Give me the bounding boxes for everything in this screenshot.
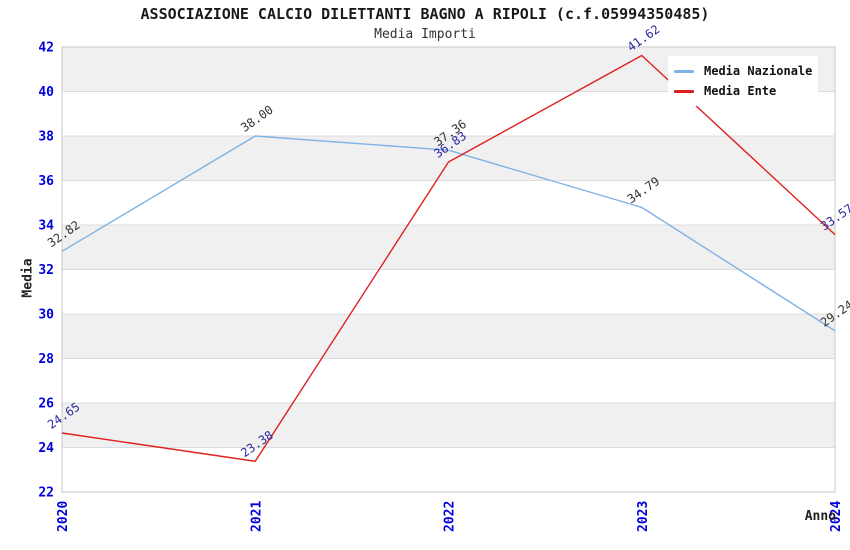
grid-band (62, 358, 835, 403)
y-tick-label: 42 (38, 41, 54, 56)
y-tick-label: 32 (38, 263, 54, 278)
x-tick-label: 2022 (443, 501, 458, 532)
x-tick-label: 2023 (636, 501, 651, 532)
y-tick-label: 24 (38, 441, 54, 456)
series-line-media-ente (61, 54, 836, 462)
x-tick-label: 2020 (56, 501, 71, 532)
plot-border (61, 46, 836, 493)
chart-subtitle: Media Importi (374, 27, 476, 42)
legend: Media Nazionale Media Ente (668, 56, 818, 106)
y-tick-label: 28 (38, 352, 54, 367)
y-tick-label: 26 (38, 397, 54, 412)
grid-band (62, 403, 835, 448)
legend-swatch-media-ente (674, 89, 694, 93)
grid-band (62, 447, 835, 492)
y-tick-label: 30 (38, 308, 54, 323)
x-tick-label: 2021 (249, 501, 264, 532)
grid-band (62, 269, 835, 314)
legend-item-media-nazionale: Media Nazionale (674, 61, 812, 81)
legend-item-media-ente: Media Ente (674, 81, 812, 101)
grid-band (62, 314, 835, 359)
chart-title: ASSOCIAZIONE CALCIO DILETTANTI BAGNO A R… (140, 5, 710, 23)
y-tick-label: 34 (38, 219, 54, 234)
x-axis-title: Anno (804, 509, 836, 524)
grid-band (62, 225, 835, 270)
y-tick-label: 38 (38, 130, 54, 145)
y-tick-label: 40 (38, 85, 54, 100)
grid-band (62, 180, 835, 225)
legend-label: Media Nazionale (704, 64, 813, 78)
x-tick-label: 2024 (829, 501, 844, 532)
grid-band (62, 136, 835, 181)
y-tick-label: 36 (38, 174, 54, 189)
legend-swatch-media-nazionale (674, 69, 694, 73)
series-line-media-nazionale (61, 135, 836, 332)
y-tick-label: 22 (38, 486, 54, 501)
legend-label: Media Ente (704, 84, 777, 98)
